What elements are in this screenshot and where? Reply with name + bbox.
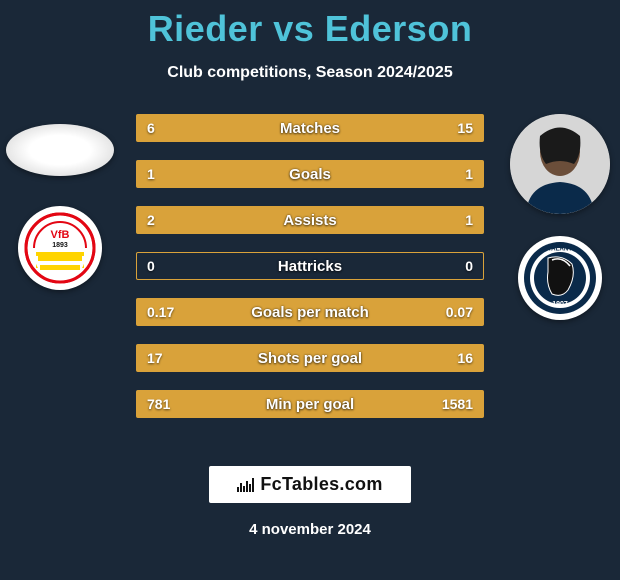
comparison-layout: VfB 1893	[0, 114, 620, 454]
bar-fill-left	[137, 391, 252, 417]
player-photo-right	[510, 114, 610, 214]
bar-fill-right	[252, 391, 483, 417]
svg-text:1893: 1893	[52, 242, 68, 249]
bar-fill-left	[137, 345, 315, 371]
bar-fill-left	[137, 299, 382, 325]
right-player-column: 1907 ATALANTA	[500, 114, 620, 320]
stat-bars-container: Matches615 Goals11 Assists21 Hattricks0 0 Goa…	[136, 114, 484, 418]
svg-text:VfB: VfB	[51, 229, 70, 241]
brand-tag: FcTables.com	[209, 466, 410, 503]
bar-fill-left	[137, 161, 310, 187]
bar-fill-right	[315, 345, 483, 371]
stat-row: Assists21	[136, 206, 484, 234]
avatar-icon	[510, 114, 610, 214]
page-title: Rieder vs Ederson	[0, 0, 620, 50]
bar-fill-left	[137, 207, 368, 233]
player-photo-left	[6, 124, 114, 176]
svg-text:1907: 1907	[552, 301, 568, 308]
stat-row: Goals per match0.170.07	[136, 298, 484, 326]
atalanta-icon: 1907 ATALANTA	[522, 240, 598, 316]
club-badge-right: 1907 ATALANTA	[518, 236, 602, 320]
brand-label: FcTables.com	[260, 474, 382, 495]
subtitle: Club competitions, Season 2024/2025	[0, 64, 620, 82]
footer: FcTables.com 4 november 2024	[0, 466, 620, 538]
stat-value-right: 0	[465, 258, 473, 274]
bar-fill-right	[382, 299, 483, 325]
vfb-stuttgart-icon: VfB 1893	[24, 212, 96, 284]
stat-row: Shots per goal1716	[136, 344, 484, 372]
date-label: 4 november 2024	[249, 521, 371, 538]
svg-text:ATALANTA: ATALANTA	[544, 246, 577, 253]
stat-row: Hattricks0 0	[136, 252, 484, 280]
bar-fill-right	[368, 207, 483, 233]
stat-row: Goals11	[136, 160, 484, 188]
stat-row: Matches615	[136, 114, 484, 142]
left-player-column: VfB 1893	[0, 114, 120, 290]
stat-value-left: 0	[147, 258, 155, 274]
stat-label: Hattricks	[137, 258, 483, 275]
stat-row: Min per goal7811581	[136, 390, 484, 418]
bar-fill-right	[310, 161, 483, 187]
bar-fill-left	[137, 115, 236, 141]
bars-icon	[237, 478, 254, 492]
club-badge-left: VfB 1893	[18, 206, 102, 290]
bar-fill-right	[236, 115, 483, 141]
